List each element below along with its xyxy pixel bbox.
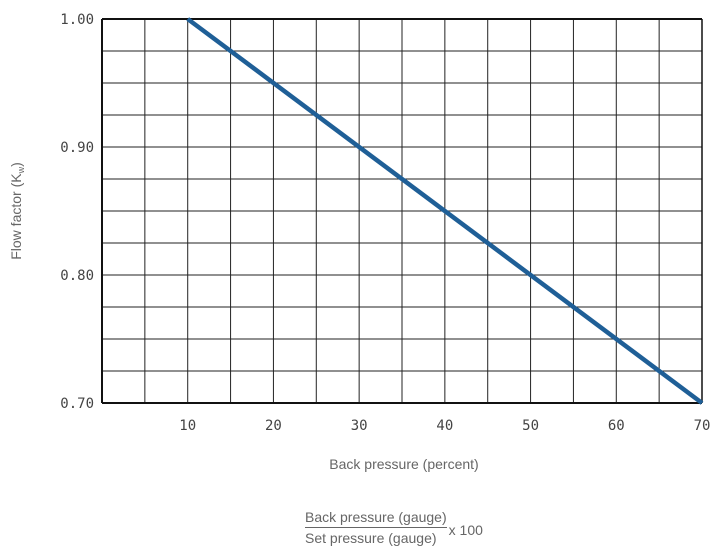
y-tick-label: 0.80 xyxy=(60,268,94,284)
y-tick-label: 1.00 xyxy=(60,12,94,28)
grid xyxy=(102,19,702,403)
plot-frame xyxy=(101,18,703,404)
y-tick-label: 0.90 xyxy=(60,140,94,156)
y-axis-label-sub: w xyxy=(16,166,26,174)
y-axis-label-end: ) xyxy=(8,162,24,167)
x-tick-label: 30 xyxy=(351,418,368,434)
formula-numerator: Back pressure (gauge) xyxy=(305,508,447,528)
x-tick-label: 60 xyxy=(608,418,625,434)
series-line xyxy=(186,17,704,405)
x-tick-labels: 10 20 30 40 50 60 70 xyxy=(179,418,710,434)
y-axis-label: Flow factor (Kw) xyxy=(8,162,26,260)
y-axis-label-main: Flow factor (K xyxy=(8,173,24,260)
x-tick-label: 70 xyxy=(694,418,711,434)
y-tick-label: 0.70 xyxy=(60,396,94,412)
y-tick-labels: 0.70 0.80 0.90 1.00 xyxy=(60,12,94,412)
x-tick-label: 20 xyxy=(265,418,282,434)
formula-multiplier: x 100 xyxy=(448,521,483,538)
formula-denominator: Set pressure (gauge) xyxy=(305,530,437,546)
series-layer xyxy=(186,17,704,405)
x-tick-label: 40 xyxy=(436,418,453,434)
x-tick-label: 10 xyxy=(179,418,196,434)
x-axis-label: Back pressure (percent) xyxy=(329,456,478,472)
x-tick-label: 50 xyxy=(522,418,539,434)
formula-fraction: Back pressure (gauge) Set pressure (gaug… xyxy=(305,508,447,547)
formula: Back pressure (gauge) Set pressure (gaug… xyxy=(305,508,483,547)
